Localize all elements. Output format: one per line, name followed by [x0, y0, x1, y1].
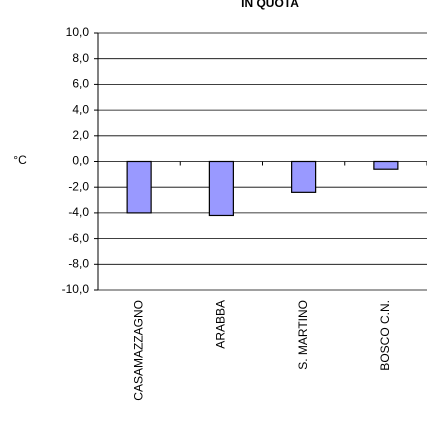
- y-tick-label: 8,0: [72, 51, 89, 65]
- y-tick-label: -4,0: [68, 205, 89, 219]
- y-tick-label: 6,0: [72, 77, 89, 91]
- x-tick-label: BOSCO C.N.: [378, 300, 392, 371]
- y-tick-label: -10,0: [62, 282, 90, 296]
- chart-title: IN QUOTA: [241, 0, 299, 10]
- bar: [373, 160, 399, 170]
- y-tick-label: 2,0: [72, 128, 89, 142]
- y-tick-label: -2,0: [68, 179, 89, 193]
- x-tick-label: ARABBA: [214, 300, 228, 349]
- bar: [126, 160, 152, 214]
- y-tick-label: -8,0: [68, 256, 89, 270]
- x-tick-label: S. MARTINO: [296, 300, 310, 370]
- x-tick-label: CASAMAZZAGNO: [131, 300, 145, 401]
- y-tick-label: -6,0: [68, 231, 89, 245]
- y-tick-label: 10,0: [66, 25, 90, 39]
- bar: [208, 160, 234, 217]
- bar: [291, 160, 317, 193]
- y-tick-label: 4,0: [72, 102, 89, 116]
- y-axis-label: °C: [13, 153, 27, 167]
- y-tick-label: 0,0: [72, 154, 89, 168]
